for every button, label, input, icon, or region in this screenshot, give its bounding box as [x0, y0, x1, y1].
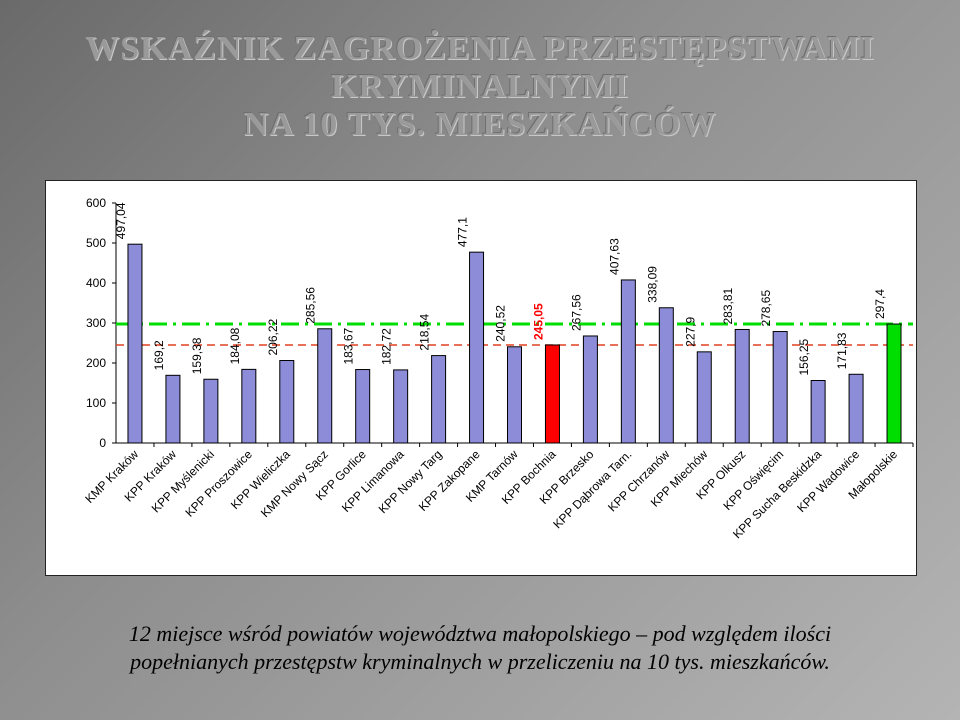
title-line-2: KRYMINALNYMI: [331, 68, 629, 105]
chart-area: 0 100 200 300 400 500 600 497,04 KMP Kraków 169,2…: [45, 180, 917, 576]
value-label: 156,25: [797, 338, 811, 375]
bar: [279, 360, 295, 444]
bar: [734, 328, 750, 444]
value-label: 407,63: [607, 238, 621, 275]
bar: [355, 369, 371, 444]
y-tick-label: 200: [86, 356, 106, 370]
bar: [620, 279, 636, 444]
bar: [165, 374, 181, 444]
bar: [886, 323, 902, 444]
y-tick-label: 0: [99, 436, 106, 450]
category-label: KMP Nowy Sącz: [258, 447, 331, 520]
y-tick-label: 100: [86, 396, 106, 410]
bar: [544, 344, 560, 444]
value-label: 183,67: [342, 328, 356, 365]
value-label: 159,38: [190, 337, 204, 374]
value-label: 206,22: [266, 318, 280, 355]
caption-line-2: popełnianych przestępstw kryminalnych w …: [130, 649, 830, 674]
bar: [203, 378, 219, 444]
bar: [696, 351, 712, 444]
bar: [469, 251, 485, 444]
value-label: 184,08: [228, 327, 242, 364]
bar: [658, 307, 674, 444]
bar: [507, 346, 522, 444]
value-label: 278,65: [759, 290, 773, 327]
category-label: KPP Proszowice: [182, 447, 255, 520]
value-label: 218,54: [418, 314, 432, 351]
title-line-1: WSKAŹNIK ZAGROŻENIA PRZESTĘPSTWAMI: [85, 30, 875, 67]
value-label: 245,05: [531, 303, 545, 340]
value-label: 285,56: [304, 287, 318, 324]
slide-caption: 12 miejsce wśród powiatów województwa ma…: [0, 620, 960, 676]
y-tick-label: 400: [86, 276, 106, 290]
value-label: 240,52: [494, 305, 508, 342]
bar: [772, 331, 788, 444]
caption-line-1: 12 miejsce wśród powiatów województwa ma…: [128, 621, 832, 646]
value-label: 227,9: [683, 316, 697, 346]
bar: [810, 380, 826, 444]
value-label: 171,83: [835, 332, 849, 369]
title-line-3: NA 10 TYS. MIESZKAŃCÓW: [243, 106, 717, 143]
bar: [393, 369, 409, 444]
bar: [127, 243, 143, 444]
value-label: 182,72: [380, 328, 394, 365]
bar: [241, 368, 257, 444]
slide-title: WSKAŹNIK ZAGROŻENIA PRZESTĘPSTWAMI KRYMI…: [0, 30, 960, 144]
bar: [317, 328, 333, 444]
value-label: 297,4: [873, 289, 887, 319]
value-label: 477,1: [456, 217, 470, 247]
value-label: 169,2: [152, 340, 166, 370]
value-label: 267,56: [569, 294, 583, 331]
bar: [431, 355, 447, 444]
y-tick-label: 600: [86, 196, 106, 210]
value-label: 497,04: [114, 202, 128, 239]
value-label: 283,81: [721, 287, 735, 324]
value-label: 338,09: [645, 266, 659, 303]
y-tick-label: 300: [86, 316, 106, 330]
bar: [848, 373, 864, 444]
y-tick-label: 500: [86, 236, 106, 250]
bar: [582, 335, 598, 444]
